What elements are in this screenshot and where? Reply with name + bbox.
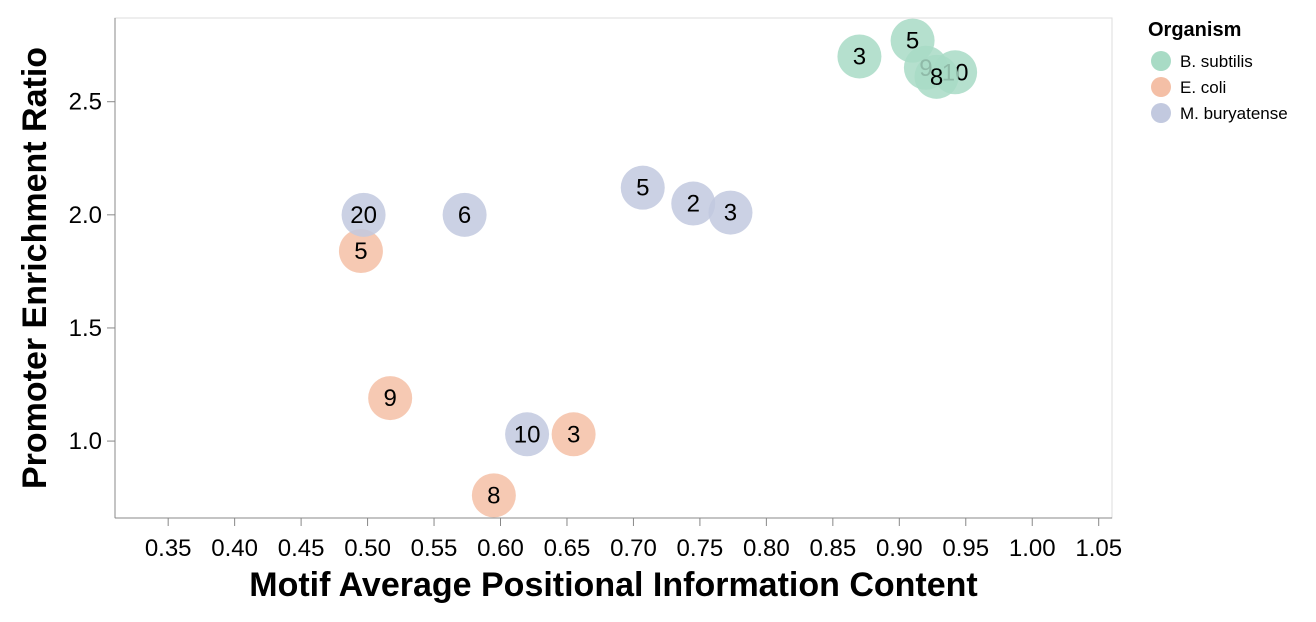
- data-point: [338, 229, 383, 274]
- x-tick-label: 0.70: [610, 535, 657, 562]
- legend: Organism B. subtilis E. coli M. buryatense: [1148, 19, 1288, 123]
- legend-swatch: [1151, 77, 1171, 97]
- x-tick-label: 0.50: [344, 535, 391, 562]
- x-tick-label: 0.60: [477, 535, 524, 562]
- data-point-label: 3: [853, 43, 866, 70]
- data-point-label: 3: [567, 421, 580, 448]
- data-point: [505, 412, 550, 457]
- data-point-label: 8: [487, 482, 500, 509]
- data-point: [671, 181, 716, 226]
- x-tick-label: 0.45: [278, 535, 325, 562]
- points-layer: 359108593820652310: [338, 18, 978, 518]
- data-point: [368, 376, 413, 421]
- x-tick-label: 0.35: [145, 535, 192, 562]
- series-group: 359108: [837, 18, 978, 99]
- y-tick-label: 2.0: [69, 202, 102, 229]
- x-tick-label: 0.65: [544, 535, 591, 562]
- series-group: 20 652 310: [341, 165, 753, 457]
- x-tick-label: 1.05: [1075, 535, 1122, 562]
- data-point-label: 5: [906, 28, 919, 55]
- legend-label: B. subtilis: [1180, 52, 1253, 71]
- data-point-label: 9: [383, 385, 396, 412]
- x-tick-label: 0.40: [211, 535, 258, 562]
- data-point: [551, 412, 596, 457]
- y-axis: 1.0 1.5 2.0 2.5: [69, 18, 116, 518]
- data-point-label: 20: [350, 202, 377, 229]
- data-point-label: 2: [687, 191, 700, 218]
- x-tick-label: 0.80: [743, 535, 790, 562]
- x-tick-label: 0.85: [809, 535, 856, 562]
- y-axis-title: Promoter Enrichment Ratio: [16, 47, 54, 489]
- x-tick-label: 1.00: [1009, 535, 1056, 562]
- data-point: [471, 473, 516, 518]
- data-point-label: 3: [724, 200, 737, 227]
- data-point: [708, 190, 753, 235]
- y-tick-label: 1.5: [69, 315, 102, 342]
- x-axis: 0.35 0.40 0.45 0.50 0.55 0.60 0.65 0.70 0.75 0.80…: [115, 517, 1122, 562]
- data-point: [442, 192, 487, 237]
- legend-swatch: [1151, 51, 1171, 71]
- data-point: [837, 34, 882, 79]
- legend-label: M. buryatense: [1180, 104, 1288, 123]
- legend-label: E. coli: [1180, 78, 1226, 97]
- x-tick-label: 0.90: [876, 535, 923, 562]
- x-tick-label: 0.75: [677, 535, 724, 562]
- series-group: 5 9 3 8: [338, 229, 596, 518]
- x-axis-title: Motif Average Positional Information Con…: [249, 566, 978, 604]
- data-point-label: 10: [514, 421, 541, 448]
- data-point-label: 5: [354, 238, 367, 265]
- data-point: [341, 192, 386, 237]
- data-point: [620, 165, 665, 210]
- data-point-label: 6: [458, 202, 471, 229]
- x-tick-label: 0.55: [411, 535, 458, 562]
- data-point: [914, 54, 959, 99]
- data-point-label: 8: [930, 64, 943, 91]
- legend-title: Organism: [1148, 19, 1241, 41]
- legend-swatch: [1151, 103, 1171, 123]
- y-tick-label: 2.5: [69, 89, 102, 116]
- data-point-label: 5: [636, 175, 649, 202]
- x-tick-label: 0.95: [942, 535, 989, 562]
- y-tick-label: 1.0: [69, 428, 102, 455]
